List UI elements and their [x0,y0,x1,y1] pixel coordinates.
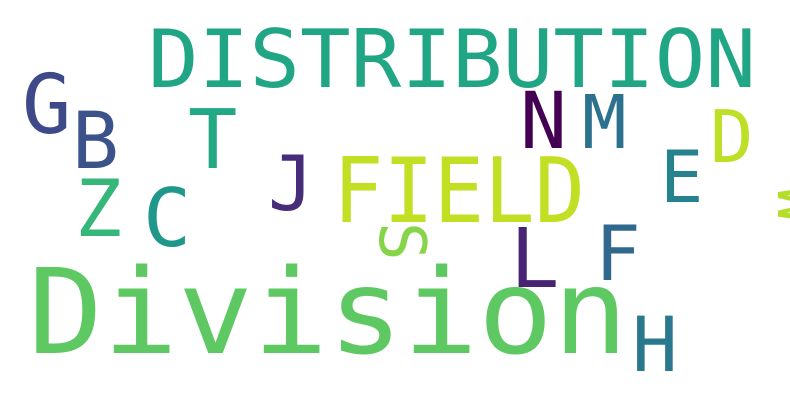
word-division: Division [28,243,628,381]
word-m: M [582,80,627,166]
word-t: T [188,93,237,188]
word-l: L [510,212,559,307]
word-field: FIELD [333,139,585,244]
word-c: C [143,172,191,265]
word-n: N [520,77,567,167]
word-g: G [22,58,71,153]
word-distribution: DISTRIBUTION [148,13,756,106]
word-e: E [660,135,703,219]
word-w: W [762,185,790,224]
word-s: S [364,222,438,261]
word-d: D [710,95,753,179]
word-f: F [595,209,641,298]
word-z: Z [75,165,122,255]
word-j: J [268,139,314,228]
word-h: H [632,300,678,389]
word-b: B [72,97,119,187]
